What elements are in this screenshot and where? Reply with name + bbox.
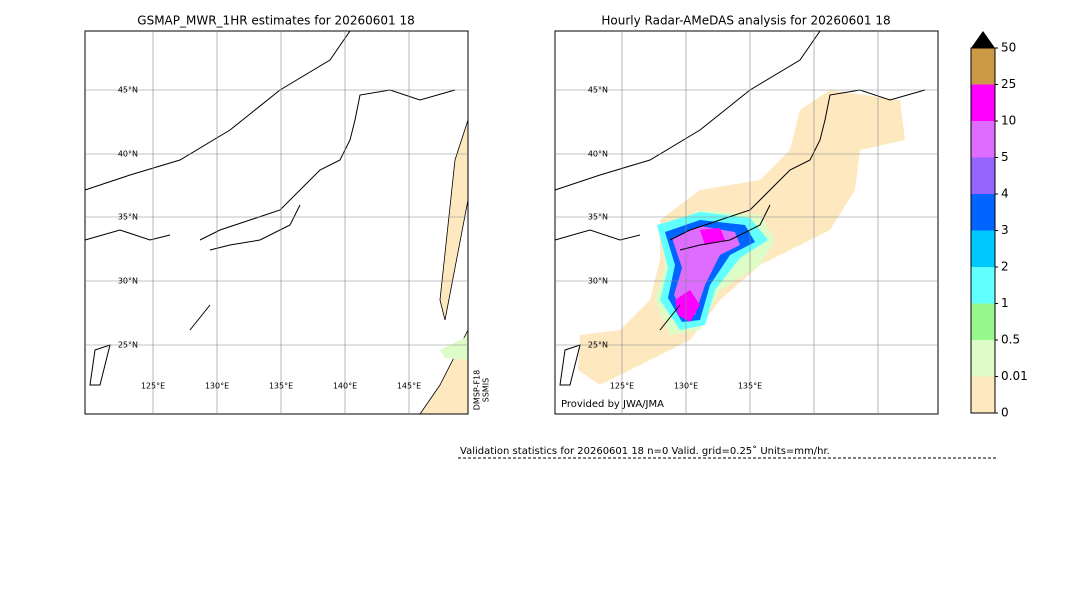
lat-label: 30°N <box>118 277 138 286</box>
colorbar-segment <box>971 48 995 85</box>
colorbar-label: 5 <box>1001 150 1009 164</box>
lat-label: 45°N <box>118 86 138 95</box>
lon-label: 145°E <box>397 382 421 391</box>
lon-label: 130°E <box>674 382 698 391</box>
colorbar-label: 1 <box>1001 296 1009 310</box>
lat-label: 35°N <box>588 213 608 222</box>
colorbar-label: 3 <box>1001 223 1009 237</box>
colorbar-segment <box>971 157 995 194</box>
lon-label: 125°E <box>610 382 634 391</box>
lon-label: 130°E <box>205 382 229 391</box>
left-frame <box>84 30 469 415</box>
right-title: Hourly Radar-AMeDAS analysis for 2026060… <box>601 14 890 28</box>
colorbar-label: 50 <box>1001 41 1016 55</box>
colorbar-segment <box>971 303 995 340</box>
right-frame <box>554 30 939 415</box>
sensor-label: SSMIS <box>482 378 491 403</box>
colorbar-label: 2 <box>1001 260 1009 274</box>
sensor-label: DMSP-F18 <box>473 370 482 410</box>
colorbar-segment <box>971 84 995 121</box>
colorbar-label: 25 <box>1001 77 1016 91</box>
right-map-shapes <box>554 30 926 386</box>
lon-label: 135°E <box>269 382 293 391</box>
colorbar-label: 0.5 <box>1001 333 1020 347</box>
lat-label: 30°N <box>588 277 608 286</box>
lon-label: 140°E <box>333 382 357 391</box>
lat-label: 35°N <box>118 213 138 222</box>
lat-label: 25°N <box>118 341 138 350</box>
colorbar-label: 4 <box>1001 187 1009 201</box>
lon-label: 125°E <box>141 382 165 391</box>
lat-label: 25°N <box>588 341 608 350</box>
lon-label: 135°E <box>738 382 762 391</box>
colorbar-segment <box>971 267 995 304</box>
colorbar-segment <box>971 376 995 413</box>
left-map-shapes <box>84 30 469 415</box>
footer: Validation statistics for 20260601 18 n=… <box>460 445 830 457</box>
credit: Provided by JWA/JMA <box>561 399 664 410</box>
colorbar-label: 10 <box>1001 114 1016 128</box>
colorbar-label: 0 <box>1001 406 1009 420</box>
colorbar-segment <box>971 230 995 267</box>
left-title: GSMAP_MWR_1HR estimates for 20260601 18 <box>137 14 414 28</box>
colorbar-segment <box>971 340 995 377</box>
lat-label: 40°N <box>118 150 138 159</box>
colorbar-segment <box>971 194 995 231</box>
lat-label: 45°N <box>588 86 608 95</box>
colorbar-segment <box>971 121 995 158</box>
colorbar-label: 0.01 <box>1001 369 1028 383</box>
colorbar-extend <box>971 31 995 48</box>
lat-label: 40°N <box>588 150 608 159</box>
